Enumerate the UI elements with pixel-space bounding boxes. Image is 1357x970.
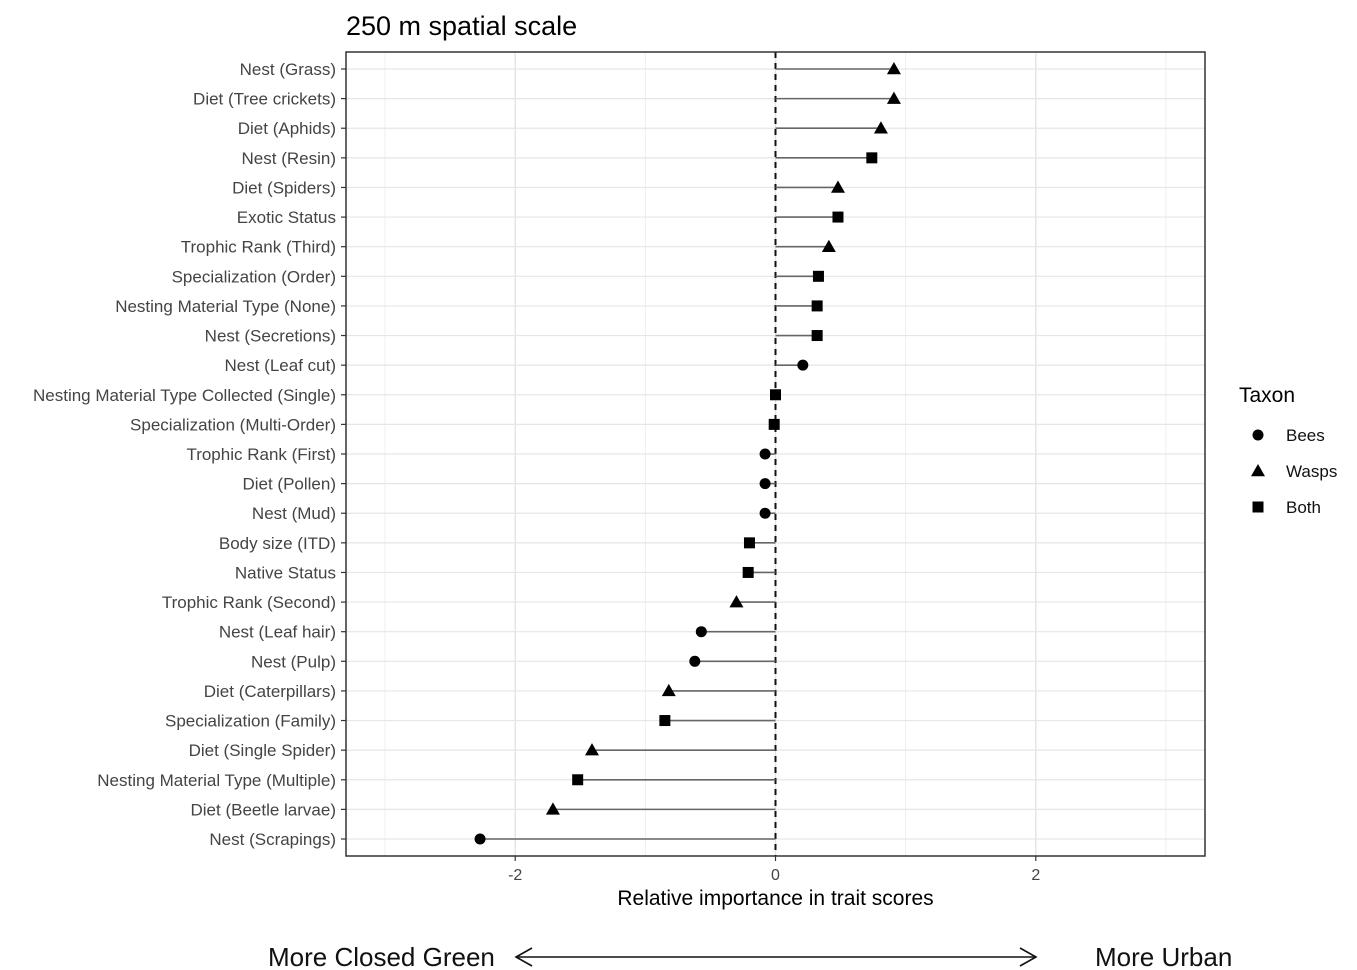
category-label: Diet (Pollen) <box>242 475 336 494</box>
category-label: Nesting Material Type Collected (Single) <box>33 386 336 405</box>
data-point <box>695 626 707 638</box>
arrowhead-right-icon <box>1019 947 1038 967</box>
data-point <box>821 239 836 252</box>
category-label: Nest (Secretions) <box>205 327 336 346</box>
data-point <box>659 715 671 727</box>
x-axis-ticks: -2 0 2 <box>508 856 1040 884</box>
data-point <box>759 507 771 519</box>
category-label: Diet (Caterpillars) <box>204 682 336 701</box>
x-tick-label: 0 <box>771 867 780 884</box>
x-tick-label: 2 <box>1031 867 1040 884</box>
data-point <box>811 330 823 342</box>
direction-label-right: More Urban <box>1095 942 1232 970</box>
data-point <box>866 152 878 164</box>
data-point <box>729 595 744 608</box>
data-point <box>689 655 701 667</box>
category-label: Nest (Pulp) <box>251 652 336 671</box>
legend: Taxon Bees Wasps Both <box>1239 384 1337 517</box>
category-label: Trophic Rank (First) <box>186 445 336 464</box>
data-point <box>572 774 584 786</box>
category-label: Nest (Grass) <box>240 60 336 79</box>
direction-arrow: More Closed Green More Urban <box>268 942 1232 970</box>
category-label: Specialization (Family) <box>165 712 336 731</box>
category-label: Specialization (Order) <box>172 267 336 286</box>
data-point <box>584 743 599 756</box>
data-point <box>770 389 781 401</box>
category-label: Nest (Leaf cut) <box>225 356 337 375</box>
legend-label: Wasps <box>1286 462 1337 481</box>
x-axis-title: Relative importance in trait scores <box>617 887 933 910</box>
data-point <box>759 478 771 490</box>
data-point <box>797 359 809 371</box>
data-point <box>661 683 676 697</box>
legend-key-bees <box>1252 429 1264 441</box>
arrowhead-left-icon <box>514 947 533 967</box>
legend-key-wasps <box>1251 464 1265 477</box>
legend-title: Taxon <box>1239 384 1295 407</box>
category-label: Nest (Leaf hair) <box>219 623 336 642</box>
legend-label: Both <box>1286 498 1321 517</box>
category-label: Native Status <box>235 563 336 582</box>
data-point <box>742 566 754 578</box>
category-label: Nesting Material Type (None) <box>115 297 336 316</box>
category-label: Nest (Mud) <box>252 504 336 523</box>
legend-key-both <box>1252 501 1264 513</box>
category-label: Body size (ITD) <box>219 534 336 553</box>
category-label: Diet (Single Spider) <box>189 741 336 760</box>
data-point <box>759 448 771 460</box>
data-point <box>873 121 888 134</box>
category-label: Diet (Tree crickets) <box>193 90 336 109</box>
category-label: Diet (Aphids) <box>238 119 336 138</box>
category-label: Trophic Rank (Third) <box>181 238 336 257</box>
data-point <box>811 300 823 312</box>
x-tick-label: -2 <box>508 867 522 884</box>
legend-label: Bees <box>1286 426 1325 445</box>
data-point <box>743 537 755 549</box>
data-point <box>886 91 901 104</box>
category-label: Exotic Status <box>237 208 336 227</box>
data-point <box>812 270 824 282</box>
category-label: Specialization (Multi-Order) <box>130 415 336 434</box>
category-label: Nesting Material Type (Multiple) <box>97 771 336 790</box>
points <box>474 62 901 845</box>
category-label: Nest (Resin) <box>242 149 336 168</box>
direction-label-left: More Closed Green <box>268 942 495 970</box>
category-labels: Nest (Grass) Diet (Tree crickets) Diet (Ap… <box>33 60 346 849</box>
data-point <box>474 833 486 845</box>
category-label: Nest (Scrapings) <box>209 830 336 849</box>
category-label: Diet (Beetle larvae) <box>190 800 336 819</box>
data-point <box>886 62 901 75</box>
category-label: Trophic Rank (Second) <box>162 593 336 612</box>
data-point <box>768 418 780 430</box>
data-point <box>545 802 560 815</box>
data-point <box>830 180 845 193</box>
category-label: Diet (Spiders) <box>232 178 336 197</box>
data-point <box>832 211 844 223</box>
chart-title: 250 m spatial scale <box>346 11 577 41</box>
